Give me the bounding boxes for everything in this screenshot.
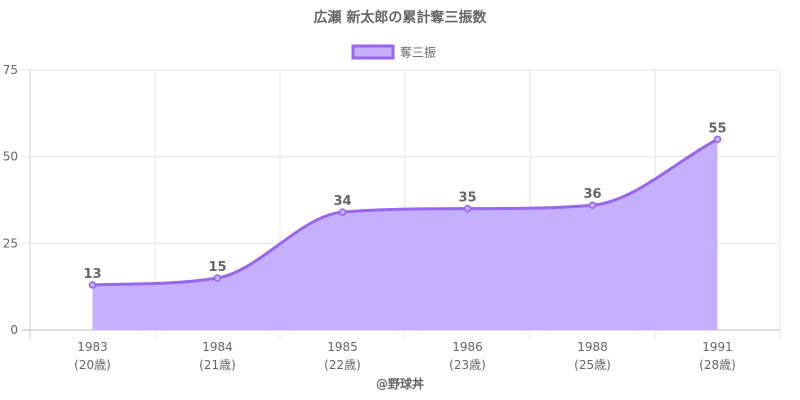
y-tick-label: 0 [10,323,18,337]
legend-swatch [351,44,395,60]
y-tick-label: 25 [3,236,18,250]
x-tick-age-label: (28歳) [699,358,736,372]
y-tick-label: 75 [3,63,18,77]
credit-text: @野球丼 [376,376,424,391]
chart-title: 広瀬 新太郎の累計奪三振数 [314,9,488,26]
x-tick-label: 1986 [452,340,483,354]
x-tick-label: 1983 [77,340,108,354]
x-tick-age-label: (23歳) [449,358,486,372]
x-axis: 1983 (20歳) 1984 (21歳) 1985 (22歳) 1986 (23歳) 1988… [74,340,736,372]
series-area [92,139,718,330]
series-line [92,138,719,287]
data-label: 13 [83,267,101,282]
x-tick-age-label: (22歳) [324,358,361,372]
data-point[interactable] [588,201,597,209]
data-point[interactable] [713,135,722,144]
data-point[interactable] [88,281,97,289]
x-tick-label: 1988 [577,340,608,354]
x-tick-age-label: (20歳) [74,358,111,372]
data-label: 34 [333,194,351,209]
x-tick-label: 1991 [702,340,733,354]
data-label: 35 [458,191,476,206]
data-point[interactable] [463,204,472,213]
data-label: 55 [708,121,726,136]
x-tick-label: 1984 [202,340,233,354]
data-labels: 13 15 34 35 36 55 [83,121,726,282]
x-tick-label: 1985 [327,340,358,354]
legend-label: 奪三振 [400,45,436,60]
series-strikeouts [88,135,722,330]
y-axis: 0 25 50 75 [3,63,18,337]
data-label: 15 [208,260,226,275]
data-label: 36 [583,187,601,202]
data-point[interactable] [213,274,222,282]
data-point[interactable] [338,208,347,216]
y-tick-label: 50 [3,150,18,164]
legend[interactable]: 奪三振 [351,44,436,60]
x-tick-age-label: (21歳) [199,358,236,372]
x-tick-age-label: (25歳) [574,358,611,372]
